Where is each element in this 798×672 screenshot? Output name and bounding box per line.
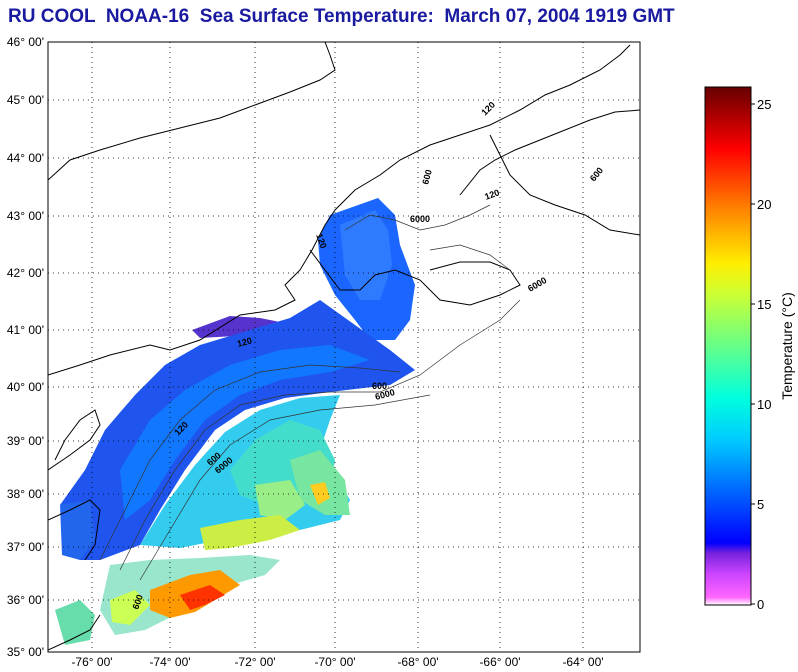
lon-label: -64° 00'	[562, 655, 603, 669]
contour-label: 6000	[526, 275, 548, 294]
latitude-labels: 46° 00' 45° 00' 44° 00' 43° 00' 42° 00' …	[7, 35, 44, 659]
contour-label: 600	[420, 168, 434, 185]
lon-label: -70° 00'	[314, 655, 355, 669]
colorbar-tick-label: 15	[757, 297, 771, 312]
map-frame	[47, 41, 641, 653]
colorbar: 25 20 15 10 5 0 Temperature (°C)	[704, 86, 795, 612]
bathymetry-contours	[99, 204, 521, 581]
contour-label: 600	[588, 165, 605, 183]
contour-label: 120	[314, 232, 329, 250]
colorbar-tick-label: 20	[757, 197, 771, 212]
lon-label: -74° 00'	[149, 655, 190, 669]
lon-label: -72° 00'	[234, 655, 275, 669]
longitude-labels: -76° 00' -74° 00' -72° 00' -70° 00' -68°…	[71, 655, 603, 669]
contour-label: 600	[372, 381, 387, 391]
colorbar-gradient	[704, 86, 752, 606]
lat-label: 37° 00'	[7, 540, 44, 554]
contour-label: 120	[483, 187, 501, 202]
contour-label: 6000	[410, 214, 430, 224]
lat-label: 38° 00'	[7, 487, 44, 501]
colorbar-tick-label: 0	[757, 597, 764, 612]
lat-label: 44° 00'	[7, 151, 44, 165]
coastline	[48, 42, 640, 651]
colorbar-tick-label: 10	[757, 397, 771, 412]
lat-label: 35° 00'	[7, 645, 44, 659]
lat-label: 41° 00'	[7, 323, 44, 337]
contour-label: 600	[130, 593, 145, 611]
grid-lines	[48, 42, 640, 652]
lat-label: 46° 00'	[7, 35, 44, 49]
contour-label: 120	[479, 100, 497, 118]
lat-label: 36° 00'	[7, 593, 44, 607]
lon-label: -68° 00'	[397, 655, 438, 669]
colorbar-tick-label: 5	[757, 497, 764, 512]
colorbar-label: Temperature (°C)	[779, 292, 795, 400]
colorbar-ticks: 25 20 15 10 5 0	[751, 97, 771, 612]
lat-label: 43° 00'	[7, 209, 44, 223]
lon-label: -66° 00'	[479, 655, 520, 669]
sst-data-field	[55, 198, 415, 645]
lon-label: -76° 00'	[71, 655, 112, 669]
contour-label: 120	[236, 335, 253, 349]
colorbar-tick-label: 25	[757, 97, 771, 112]
lat-label: 39° 00'	[7, 434, 44, 448]
chart-title: RU COOL NOAA-16 Sea Surface Temperature:…	[8, 6, 675, 27]
lat-label: 45° 00'	[7, 93, 44, 107]
lat-label: 42° 00'	[7, 266, 44, 280]
lat-label: 40° 00'	[7, 380, 44, 394]
